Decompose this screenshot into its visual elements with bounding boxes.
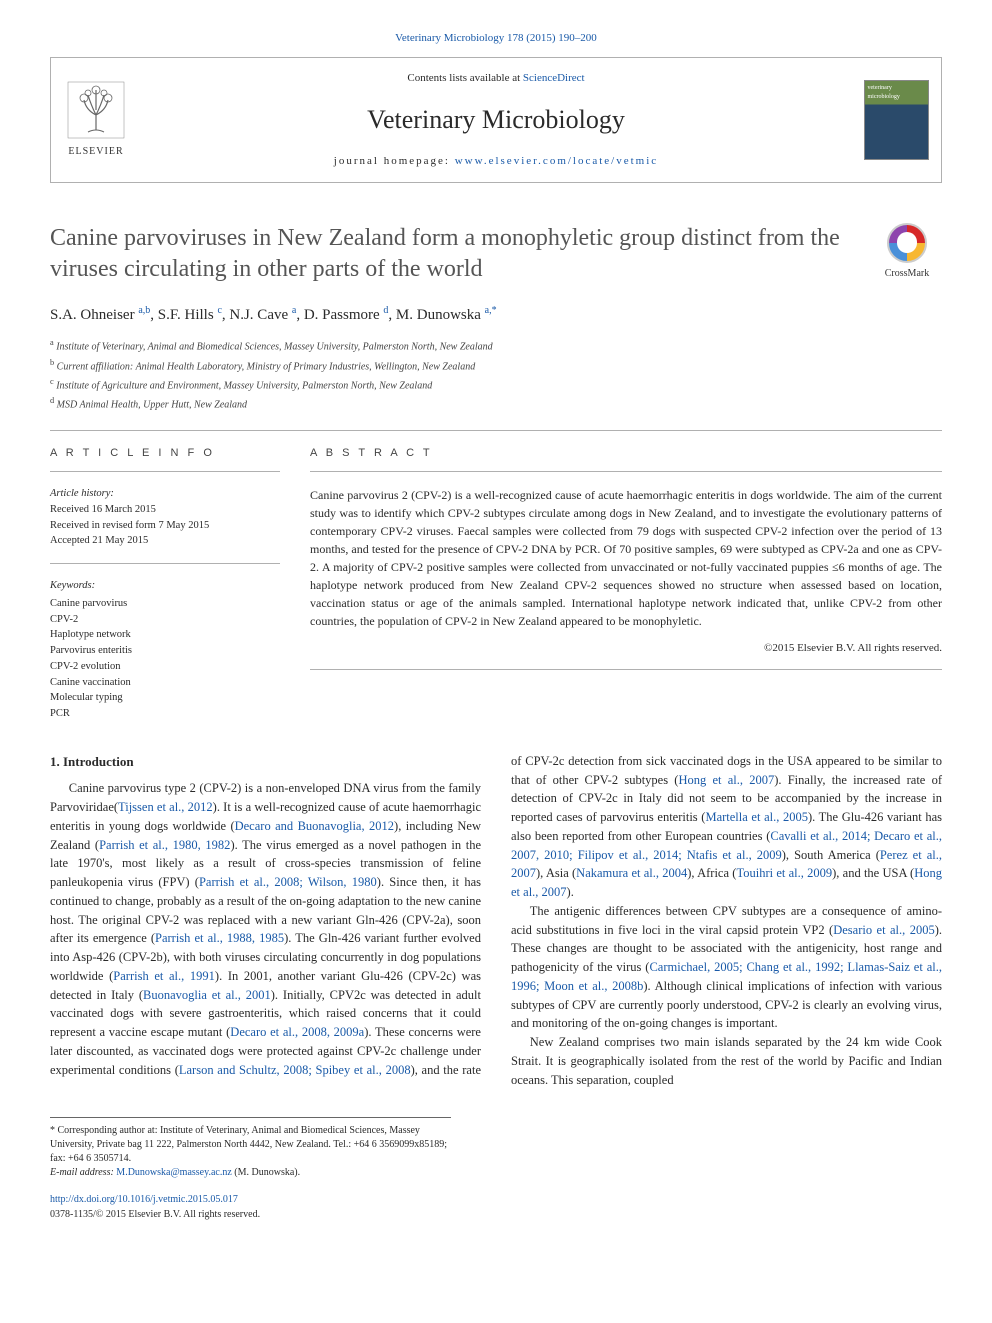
abstract: A B S T R A C T Canine parvovirus 2 (CPV… [310,445,942,722]
citation-link[interactable]: Parrish et al., 1988, 1985 [155,931,284,945]
author-list: S.A. Ohneiser a,b, S.F. Hills c, N.J. Ca… [50,303,942,327]
citation-link[interactable]: Nakamura et al., 2004 [576,866,687,880]
citation-link[interactable]: Touihri et al., 2009 [736,866,832,880]
citation-link[interactable]: Parrish et al., 1991 [113,969,215,983]
doi-line: http://dx.doi.org/10.1016/j.vetmic.2015.… [50,1192,942,1207]
crossmark-label: CrossMark [885,266,929,281]
email-suffix: (M. Dunowska). [232,1167,300,1178]
journal-name: Veterinary Microbiology [141,100,851,139]
affiliation: d MSD Animal Health, Upper Hutt, New Zea… [50,394,942,413]
abstract-copyright: ©2015 Elsevier B.V. All rights reserved. [310,640,942,657]
separator [50,430,942,431]
citation-link[interactable]: Larson and Schultz, 2008; Spibey et al.,… [179,1063,411,1077]
citation-link[interactable]: Tijssen et al., 2012 [118,800,213,814]
keywords-label: Keywords: [50,578,280,594]
separator [310,669,942,670]
journal-ref-link[interactable]: Veterinary Microbiology 178 (2015) 190–2… [395,32,597,44]
contents-prefix: Contents lists available at [407,72,522,84]
keywords-list: Canine parvovirusCPV-2Haplotype networkP… [50,596,280,722]
article-info-heading: A R T I C L E I N F O [50,445,280,462]
citation-link[interactable]: Hong et al., 2007 [678,773,774,787]
intro-paragraph-3: New Zealand comprises two main islands s… [511,1033,942,1089]
article-title: Canine parvoviruses in New Zealand form … [50,223,852,285]
citation-link[interactable]: Carmichael, 2005; Chang et al., 1992; Ll… [511,960,942,993]
keyword: Canine vaccination [50,675,280,691]
affiliation-list: a Institute of Veterinary, Animal and Bi… [50,336,942,413]
keyword: Molecular typing [50,690,280,706]
abstract-heading: A B S T R A C T [310,445,942,462]
separator [50,563,280,564]
contents-list-line: Contents lists available at ScienceDirec… [141,70,851,87]
email-label: E-mail address: [50,1167,116,1178]
abstract-text: Canine parvovirus 2 (CPV-2) is a well-re… [310,486,942,630]
accepted-date: Accepted 21 May 2015 [50,535,148,546]
keyword: PCR [50,706,280,722]
article-info: A R T I C L E I N F O Article history: R… [50,445,280,722]
crossmark-badge[interactable]: CrossMark [872,223,942,281]
sciencedirect-link[interactable]: ScienceDirect [523,72,585,84]
keyword: Haplotype network [50,627,280,643]
journal-cover-thumb: veterinary microbiology [851,58,941,182]
affiliation: c Institute of Agriculture and Environme… [50,375,942,394]
history-label: Article history: [50,488,114,499]
keyword: Parvovirus enteritis [50,643,280,659]
homepage-label: journal homepage: [334,155,455,167]
affiliation: b Current affiliation: Animal Health Lab… [50,356,942,375]
corresponding-email-link[interactable]: M.Dunowska@massey.ac.nz [116,1167,231,1178]
citation-link[interactable]: Decaro and Buonavoglia, 2012 [235,819,394,833]
received-date: Received 16 March 2015 [50,504,156,515]
intro-paragraph-2: The antigenic differences between CPV su… [511,902,942,1033]
header-center: Contents lists available at ScienceDirec… [141,58,851,182]
affiliation: a Institute of Veterinary, Animal and Bi… [50,336,942,355]
keyword: CPV-2 [50,612,280,628]
separator [310,471,942,472]
citation-link[interactable]: Buonavoglia et al., 2001 [143,988,271,1002]
journal-header: ELSEVIER Contents lists available at Sci… [50,57,942,183]
corresponding-author-footnote: * Corresponding author at: Institute of … [50,1117,451,1180]
elsevier-tree-icon [66,80,126,140]
revised-date: Received in revised form 7 May 2015 [50,520,209,531]
publisher-logo: ELSEVIER [51,58,141,182]
citation-link[interactable]: Cavalli et al., 2014; Decaro et al., 200… [511,829,942,862]
journal-homepage-line: journal homepage: www.elsevier.com/locat… [141,153,851,170]
doi-link[interactable]: http://dx.doi.org/10.1016/j.vetmic.2015.… [50,1194,238,1205]
crossmark-icon [887,223,927,263]
citation-link[interactable]: Parrish et al., 2008; Wilson, 1980 [199,875,377,889]
citation-link[interactable]: Desario et al., 2005 [833,923,935,937]
body-columns: 1. Introduction Canine parvovirus type 2… [50,752,942,1090]
separator [50,471,280,472]
issn-copyright: 0378-1135/© 2015 Elsevier B.V. All right… [50,1207,942,1222]
section-heading-intro: 1. Introduction [50,752,481,772]
citation-link[interactable]: Parrish et al., 1980, 1982 [99,838,230,852]
citation-link[interactable]: Martella et al., 2005 [705,810,808,824]
citation-link[interactable]: Decaro et al., 2008, 2009a [230,1025,364,1039]
cover-image: veterinary microbiology [864,80,929,160]
journal-reference: Veterinary Microbiology 178 (2015) 190–2… [50,30,942,47]
homepage-link[interactable]: www.elsevier.com/locate/vetmic [455,155,658,167]
publisher-name: ELSEVIER [68,144,123,159]
keyword: Canine parvovirus [50,596,280,612]
footnote-corr: * Corresponding author at: Institute of … [50,1124,451,1166]
keyword: CPV-2 evolution [50,659,280,675]
